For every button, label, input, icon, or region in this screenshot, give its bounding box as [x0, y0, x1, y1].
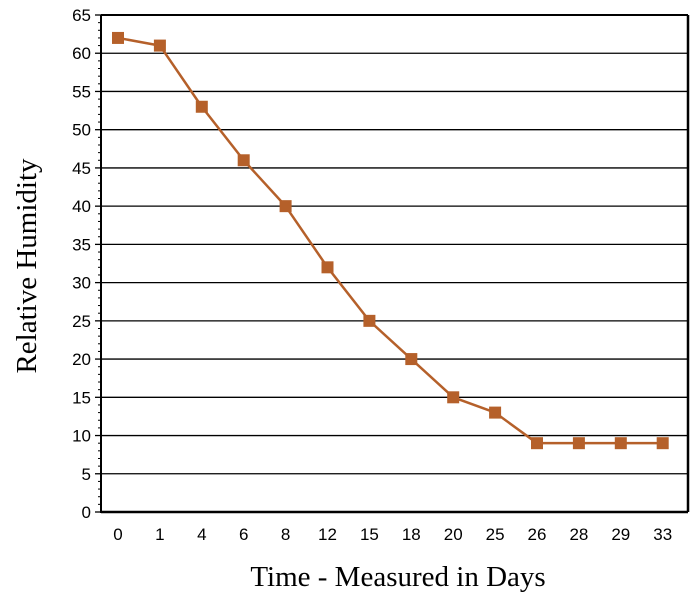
y-tick-label: 30 [72, 274, 91, 293]
data-point-marker [531, 437, 543, 450]
x-axis-label: Time - Measured in Days [250, 561, 545, 593]
x-tick-label: 33 [653, 525, 672, 544]
data-point-marker [153, 39, 166, 52]
series-line [117, 36, 663, 445]
data-point-marker [363, 314, 376, 327]
data-point-marker [237, 154, 250, 167]
y-tick-label: 45 [72, 159, 91, 178]
data-point-marker [614, 437, 627, 450]
data-point-marker [489, 406, 502, 419]
data-point-marker [405, 353, 418, 366]
y-tick-label: 65 [72, 6, 91, 25]
data-point-marker [321, 261, 334, 274]
y-axis-label: Relative Humidity [11, 158, 43, 374]
y-tick-label: 0 [82, 503, 91, 522]
data-point-marker [279, 200, 292, 213]
y-tick-label: 25 [72, 312, 91, 331]
x-tick-label: 6 [239, 525, 248, 544]
x-tick-label: 18 [402, 525, 421, 544]
y-tick-label: 55 [72, 82, 91, 101]
y-tick-label: 50 [72, 121, 91, 140]
y-tick-label: 40 [72, 197, 91, 216]
y-tick-label: 35 [72, 235, 91, 254]
x-tick-label: 1 [155, 525, 164, 544]
x-tick-label: 20 [444, 525, 463, 544]
y-tick-label: 20 [72, 350, 91, 369]
y-tick-label: 5 [82, 465, 91, 484]
x-tick-label: 26 [528, 525, 547, 544]
y-tick-label: 60 [72, 44, 91, 63]
x-tick-label: 12 [318, 525, 337, 544]
x-axis-tick-labels: 0 1 4 6 8 12 15 18 20 25 26 28 29 33 [113, 525, 672, 544]
data-point-marker [195, 100, 208, 113]
data-point-marker [656, 437, 669, 450]
x-tick-label: 28 [569, 525, 588, 544]
data-point-marker [572, 437, 585, 450]
data-point-marker [447, 391, 460, 404]
x-tick-label: 8 [281, 525, 290, 544]
y-tick-label: 15 [72, 388, 91, 407]
x-tick-label: 25 [486, 525, 505, 544]
x-tick-label: 15 [360, 525, 379, 544]
gridlines [95, 14, 688, 513]
axes [100, 14, 690, 514]
x-tick-label: 29 [611, 525, 630, 544]
data-point-marker [112, 31, 124, 44]
series-group [112, 31, 669, 450]
y-axis-tick-labels: 0 5 10 15 20 25 30 35 40 45 50 55 60 65 [72, 6, 91, 522]
x-tick-label: 0 [113, 525, 122, 544]
y-tick-label: 10 [72, 427, 91, 446]
x-tick-label: 4 [197, 525, 206, 544]
